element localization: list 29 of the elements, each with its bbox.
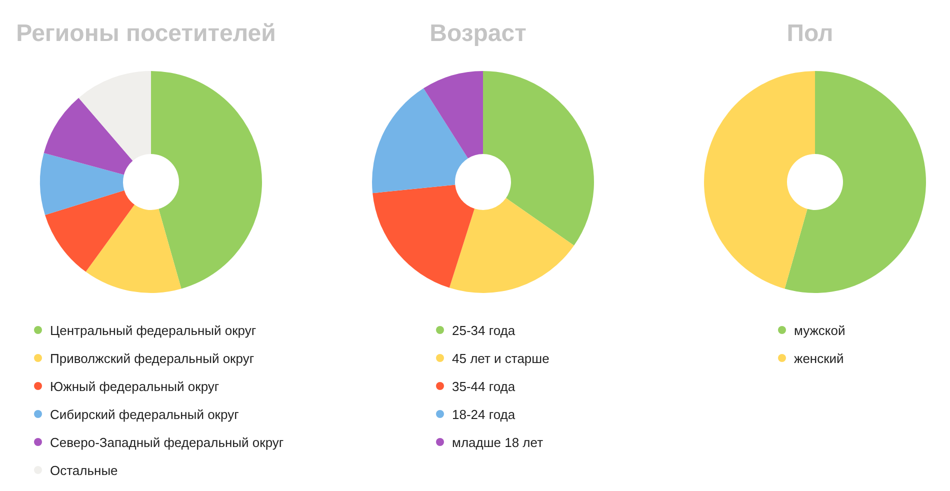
legend-label: 18-24 года xyxy=(452,406,516,422)
legend-label: Сибирский федеральный округ xyxy=(50,406,239,422)
donut-slice xyxy=(44,98,133,175)
donut-slice xyxy=(784,71,926,293)
legend-label: Центральный федеральный округ xyxy=(50,322,256,338)
donut-slice xyxy=(449,198,574,293)
donut-slice xyxy=(372,184,475,288)
chart-title: Пол xyxy=(786,20,834,48)
donut-slice xyxy=(86,204,182,293)
donut-slice xyxy=(704,71,815,289)
chart-title: Регионы посетителей xyxy=(15,20,277,48)
donut-slice xyxy=(372,88,468,194)
donut-slice xyxy=(424,71,483,158)
legend-label: Северо-Западный федеральный округ xyxy=(50,434,284,450)
legend-label: Южный федеральный округ xyxy=(50,378,220,394)
legend-label: 45 лет и старше xyxy=(452,350,550,366)
donut-slice xyxy=(151,71,262,289)
chart-title: Возраст xyxy=(428,20,528,48)
legend-label: 35-44 года xyxy=(452,378,516,394)
donut-slice xyxy=(45,190,135,272)
legend-label: Приволжский федеральный округ xyxy=(50,350,254,366)
donut-slice xyxy=(78,71,151,161)
legend-label: младше 18 лет xyxy=(452,434,544,450)
legend-label: 25-34 года xyxy=(452,322,516,338)
legend-label: Остальные xyxy=(50,462,118,478)
donut-slice xyxy=(483,71,594,246)
legend-label: женский xyxy=(794,350,844,366)
donut-slice xyxy=(40,153,124,215)
legend-label: мужской xyxy=(794,322,846,338)
